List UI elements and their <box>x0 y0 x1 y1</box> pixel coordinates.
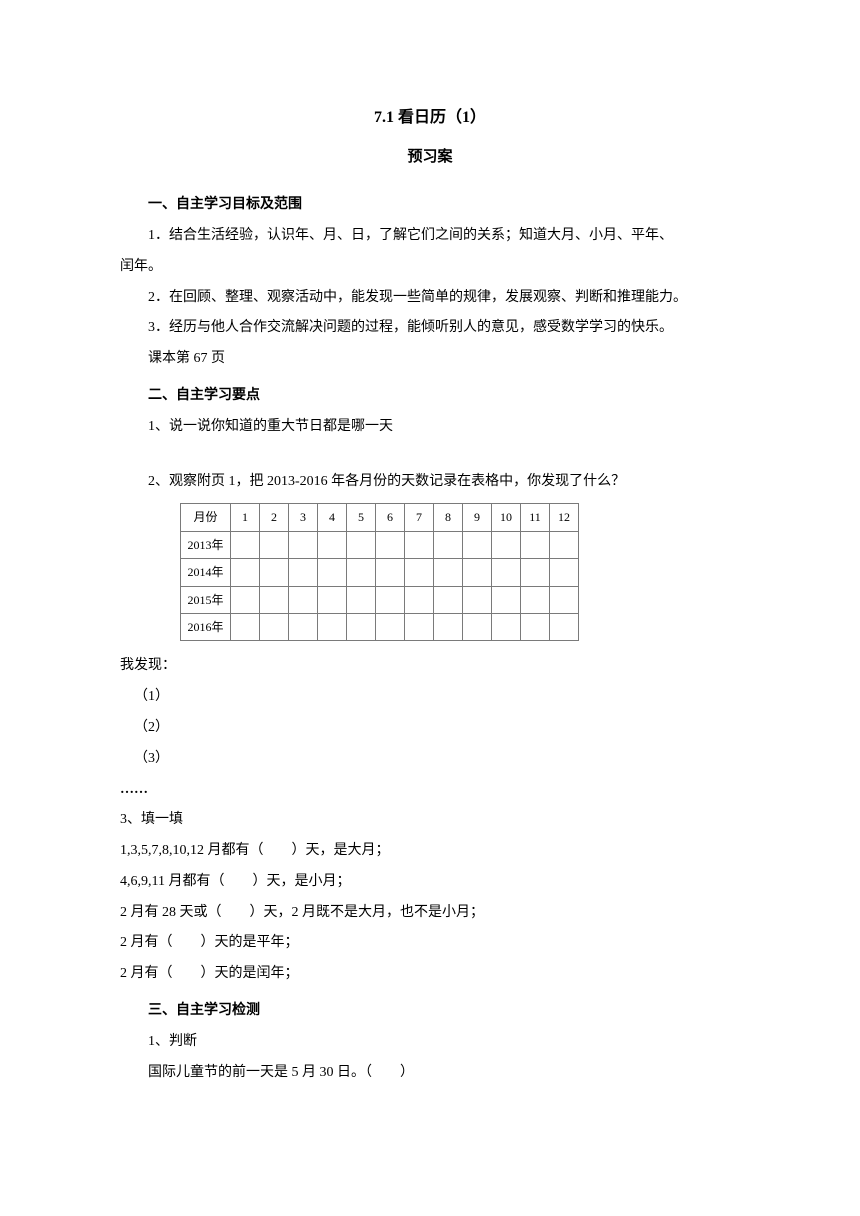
table-row: 2013年 <box>181 531 579 558</box>
row-year: 2015年 <box>181 586 231 613</box>
month-col: 2 <box>260 504 289 531</box>
cell[interactable] <box>550 559 579 586</box>
cell[interactable] <box>318 531 347 558</box>
cell[interactable] <box>231 531 260 558</box>
cell[interactable] <box>376 531 405 558</box>
cell[interactable] <box>347 586 376 613</box>
cell[interactable] <box>550 531 579 558</box>
month-col: 5 <box>347 504 376 531</box>
month-table-wrap: 月份 1 2 3 4 5 6 7 8 9 10 11 12 2013年 2014… <box>180 503 740 641</box>
discover-item: （3） <box>120 744 740 775</box>
cell[interactable] <box>231 559 260 586</box>
section2-heading: 二、自主学习要点 <box>120 381 740 412</box>
discover-item: （1） <box>120 682 740 713</box>
doc-title: 7.1 看日历（1） <box>120 100 740 135</box>
section3-heading: 三、自主学习检测 <box>120 996 740 1027</box>
cell[interactable] <box>289 613 318 640</box>
cell[interactable] <box>434 531 463 558</box>
section2-item3: 3、填一填 <box>120 805 740 836</box>
section1-line2: 2．在回顾、整理、观察活动中，能发现一些简单的规律，发展观察、判断和推理能力。 <box>120 283 740 314</box>
cell[interactable] <box>260 613 289 640</box>
cell[interactable] <box>318 613 347 640</box>
discover-label: 我发现： <box>120 651 740 682</box>
section1-line4: 课本第 67 页 <box>120 344 740 375</box>
section1-line1-cont: 闰年。 <box>120 252 740 283</box>
month-col: 6 <box>376 504 405 531</box>
cell[interactable] <box>434 613 463 640</box>
cell[interactable] <box>289 531 318 558</box>
fill-line: 2 月有 28 天或（ ）天，2 月既不是大月，也不是小月； <box>120 898 740 929</box>
cell[interactable] <box>376 559 405 586</box>
cell[interactable] <box>405 559 434 586</box>
month-col: 12 <box>550 504 579 531</box>
cell[interactable] <box>289 586 318 613</box>
month-col: 1 <box>231 504 260 531</box>
discover-item: （2） <box>120 713 740 744</box>
fill-line: 4,6,9,11 月都有（ ）天，是小月； <box>120 867 740 898</box>
spacer <box>120 443 740 467</box>
cell[interactable] <box>231 586 260 613</box>
cell[interactable] <box>405 586 434 613</box>
cell[interactable] <box>492 531 521 558</box>
fill-line: 1,3,5,7,8,10,12 月都有（ ）天，是大月； <box>120 836 740 867</box>
month-col: 8 <box>434 504 463 531</box>
cell[interactable] <box>463 613 492 640</box>
cell[interactable] <box>492 559 521 586</box>
cell[interactable] <box>463 586 492 613</box>
cell[interactable] <box>521 613 550 640</box>
cell[interactable] <box>434 559 463 586</box>
cell[interactable] <box>550 613 579 640</box>
cell[interactable] <box>347 613 376 640</box>
cell[interactable] <box>376 613 405 640</box>
row-year: 2016年 <box>181 613 231 640</box>
cell[interactable] <box>550 586 579 613</box>
month-col: 9 <box>463 504 492 531</box>
table-row: 2016年 <box>181 613 579 640</box>
cell[interactable] <box>434 586 463 613</box>
cell[interactable] <box>463 531 492 558</box>
cell[interactable] <box>260 586 289 613</box>
cell[interactable] <box>405 613 434 640</box>
cell[interactable] <box>463 559 492 586</box>
row-year: 2014年 <box>181 559 231 586</box>
table-row: 2014年 <box>181 559 579 586</box>
cell[interactable] <box>289 559 318 586</box>
cell[interactable] <box>405 531 434 558</box>
cell[interactable] <box>492 613 521 640</box>
month-col: 3 <box>289 504 318 531</box>
fill-line: 2 月有（ ）天的是平年； <box>120 928 740 959</box>
judge-line: 国际儿童节的前一天是 5 月 30 日。（ ） <box>120 1058 740 1089</box>
cell[interactable] <box>521 531 550 558</box>
cell[interactable] <box>318 559 347 586</box>
row-year: 2013年 <box>181 531 231 558</box>
cell[interactable] <box>231 613 260 640</box>
table-header-row: 月份 1 2 3 4 5 6 7 8 9 10 11 12 <box>181 504 579 531</box>
month-col: 10 <box>492 504 521 531</box>
cell[interactable] <box>376 586 405 613</box>
header-label: 月份 <box>181 504 231 531</box>
cell[interactable] <box>347 531 376 558</box>
cell[interactable] <box>318 586 347 613</box>
section1-line1: 1．结合生活经验，认识年、月、日，了解它们之间的关系；知道大月、小月、平年、 <box>120 221 740 252</box>
section3-item1: 1、判断 <box>120 1027 740 1058</box>
cell[interactable] <box>492 586 521 613</box>
cell[interactable] <box>260 559 289 586</box>
section2-item2: 2、观察附页 1，把 2013-2016 年各月份的天数记录在表格中，你发现了什… <box>120 467 740 498</box>
cell[interactable] <box>521 586 550 613</box>
month-col: 7 <box>405 504 434 531</box>
ellipsis: …… <box>120 775 740 806</box>
doc-subtitle: 预习案 <box>120 141 740 174</box>
month-col: 11 <box>521 504 550 531</box>
cell[interactable] <box>347 559 376 586</box>
table-row: 2015年 <box>181 586 579 613</box>
fill-line: 2 月有（ ）天的是闰年； <box>120 959 740 990</box>
section2-item1: 1、说一说你知道的重大节日都是哪一天 <box>120 412 740 443</box>
section1-heading: 一、自主学习目标及范围 <box>120 190 740 221</box>
cell[interactable] <box>260 531 289 558</box>
section1-line3: 3．经历与他人合作交流解决问题的过程，能倾听别人的意见，感受数学学习的快乐。 <box>120 313 740 344</box>
cell[interactable] <box>521 559 550 586</box>
month-col: 4 <box>318 504 347 531</box>
month-table: 月份 1 2 3 4 5 6 7 8 9 10 11 12 2013年 2014… <box>180 503 579 641</box>
